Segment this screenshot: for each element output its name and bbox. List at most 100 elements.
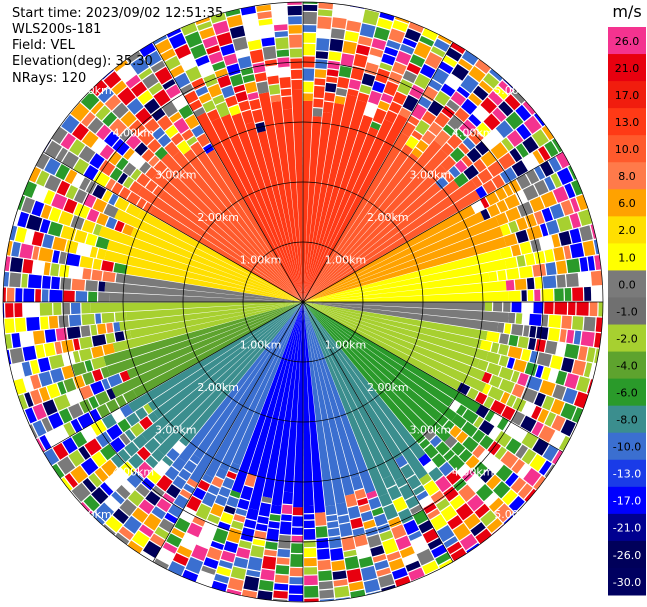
velocity-bin bbox=[182, 569, 199, 583]
velocity-bin bbox=[361, 73, 376, 87]
velocity-bin bbox=[561, 357, 575, 373]
velocity-bin bbox=[432, 68, 450, 85]
velocity-bin bbox=[123, 274, 303, 302]
velocity-bin bbox=[489, 426, 501, 440]
velocity-bin bbox=[449, 147, 465, 163]
velocity-bin bbox=[62, 302, 71, 315]
velocity-bin bbox=[226, 496, 239, 508]
velocity-bin bbox=[229, 490, 241, 499]
velocity-bin bbox=[171, 456, 187, 472]
velocity-bin bbox=[189, 454, 201, 465]
colorbar-swatch bbox=[608, 216, 646, 244]
velocity-bin bbox=[289, 48, 302, 58]
start-time-label: Start time: 2023/09/02 12:51:35 bbox=[12, 6, 224, 21]
velocity-bin bbox=[408, 530, 422, 541]
colorbar-tick-label: 13.0 bbox=[615, 116, 640, 129]
velocity-bin bbox=[337, 514, 350, 524]
velocity-bin bbox=[292, 507, 303, 516]
velocity-bin bbox=[174, 517, 191, 533]
velocity-bin bbox=[275, 37, 289, 50]
velocity-bin bbox=[147, 302, 303, 412]
velocity-bin bbox=[280, 514, 292, 522]
velocity-bin bbox=[115, 395, 127, 408]
velocity-bin bbox=[522, 313, 529, 325]
velocity-bin bbox=[168, 503, 183, 518]
velocity-bin bbox=[123, 176, 134, 189]
velocity-bin bbox=[551, 415, 566, 432]
velocity-bin bbox=[505, 207, 521, 222]
velocity-bin bbox=[360, 510, 374, 522]
velocity-bin bbox=[387, 485, 402, 501]
velocity-bin bbox=[275, 565, 290, 575]
velocity-bin bbox=[17, 211, 29, 228]
velocity-bin bbox=[583, 362, 593, 378]
velocity-bin bbox=[499, 246, 513, 259]
velocity-bin bbox=[382, 475, 396, 489]
colorbar-swatch bbox=[608, 243, 646, 271]
velocity-bin bbox=[303, 116, 322, 302]
velocity-bin bbox=[564, 183, 576, 199]
velocity-bin bbox=[548, 327, 560, 342]
velocity-bin bbox=[40, 204, 52, 220]
velocity-bin bbox=[303, 528, 316, 540]
velocity-bin bbox=[372, 554, 387, 563]
velocity-bin bbox=[258, 502, 271, 517]
velocity-bin bbox=[442, 55, 458, 68]
velocity-bin bbox=[443, 486, 459, 502]
range-ring-label: 3.00km bbox=[409, 423, 451, 436]
velocity-bin bbox=[147, 411, 159, 423]
velocity-bin bbox=[5, 303, 14, 318]
velocity-bin bbox=[500, 450, 519, 469]
velocity-bin bbox=[174, 72, 191, 89]
velocity-bin bbox=[9, 225, 18, 241]
velocity-bin bbox=[157, 115, 173, 131]
velocity-bin bbox=[435, 176, 449, 190]
velocity-bin bbox=[191, 77, 206, 90]
velocity-bin bbox=[475, 392, 488, 405]
velocity-bin bbox=[81, 302, 91, 314]
velocity-bin bbox=[348, 79, 362, 90]
velocity-bin bbox=[366, 490, 378, 500]
velocity-bin bbox=[408, 21, 424, 33]
velocity-bin bbox=[43, 189, 56, 205]
velocity-bin bbox=[262, 555, 277, 570]
velocity-bin bbox=[303, 94, 358, 303]
velocity-bin bbox=[55, 164, 70, 181]
velocity-bin bbox=[59, 264, 70, 278]
velocity-bin bbox=[408, 567, 425, 581]
velocity-bin bbox=[72, 123, 89, 141]
velocity-bin bbox=[201, 492, 217, 508]
velocity-bin bbox=[232, 36, 248, 51]
velocity-bin bbox=[485, 351, 501, 365]
velocity-bin bbox=[564, 287, 572, 301]
velocity-bin bbox=[424, 461, 436, 473]
velocity-bin bbox=[440, 142, 454, 156]
velocity-bin bbox=[478, 419, 495, 436]
velocity-bin bbox=[89, 246, 98, 258]
velocity-bin bbox=[495, 187, 508, 201]
velocity-bin bbox=[226, 14, 243, 28]
velocity-bin bbox=[434, 90, 451, 106]
velocity-bin bbox=[568, 165, 577, 180]
velocity-bin bbox=[258, 579, 274, 591]
velocity-bin bbox=[229, 25, 246, 39]
velocity-bin bbox=[44, 140, 62, 159]
velocity-bin bbox=[531, 421, 544, 437]
velocity-bin bbox=[542, 395, 555, 411]
velocity-bin bbox=[80, 91, 100, 111]
velocity-bin bbox=[509, 148, 523, 163]
velocity-bin bbox=[103, 71, 122, 89]
range-ring-label: 3.00km bbox=[155, 169, 197, 182]
velocity-bin bbox=[44, 329, 57, 343]
velocity-bin bbox=[357, 92, 370, 103]
velocity-bin bbox=[505, 438, 522, 455]
velocity-bin bbox=[443, 536, 458, 548]
velocity-bin bbox=[240, 485, 254, 501]
velocity-bin bbox=[218, 486, 231, 498]
velocity-bin bbox=[268, 521, 280, 529]
velocity-bin bbox=[383, 503, 399, 521]
velocity-bin bbox=[265, 66, 279, 76]
velocity-bin bbox=[590, 363, 597, 379]
velocity-bin bbox=[257, 516, 269, 525]
velocity-bin bbox=[281, 96, 293, 110]
